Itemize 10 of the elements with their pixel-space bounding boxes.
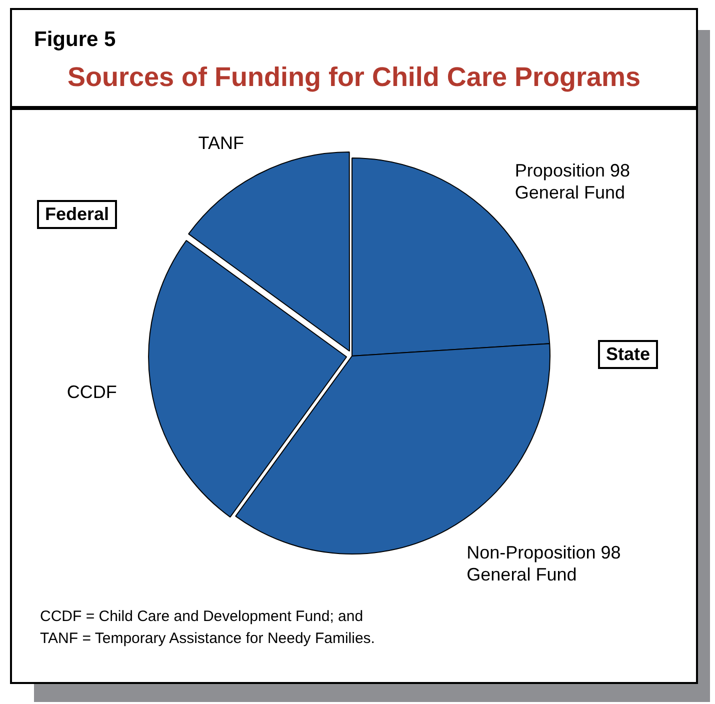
- text: Federal: [37, 200, 118, 229]
- text: TANF = Temporary Assistance for Needy Families.: [40, 629, 375, 649]
- chart-title: Sources of Funding for Child Care Programs: [66, 62, 642, 93]
- slice-label: Proposition 98 General Fund: [514, 160, 630, 202]
- chart-subtitle: Figure 5: [34, 28, 116, 52]
- text: CCDF = Child Care and Development Fund; and: [40, 607, 364, 627]
- slice-label: Non-Proposition 98 General Fund: [466, 542, 621, 585]
- slice-label: TANF: [198, 132, 244, 153]
- text: State: [598, 340, 658, 369]
- slice-label: CCDF: [66, 382, 117, 402]
